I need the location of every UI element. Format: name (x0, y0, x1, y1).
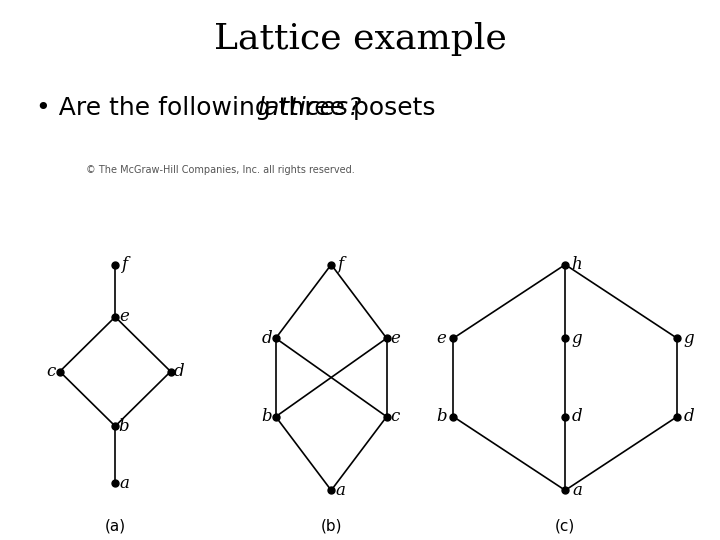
Text: e: e (436, 330, 446, 347)
Text: (c): (c) (555, 518, 575, 534)
Text: b: b (436, 408, 447, 425)
Text: d: d (174, 363, 184, 380)
Text: a: a (572, 482, 582, 499)
Text: © The McGraw-Hill Companies, Inc. all rights reserved.: © The McGraw-Hill Companies, Inc. all ri… (86, 165, 355, 175)
Text: e: e (390, 330, 400, 347)
Text: (a): (a) (104, 518, 126, 534)
Text: b: b (262, 408, 272, 425)
Text: g: g (683, 330, 694, 347)
Text: lattices?: lattices? (257, 96, 361, 120)
Text: c: c (391, 408, 400, 425)
Text: c: c (46, 363, 55, 380)
Text: f: f (121, 256, 127, 273)
Text: e: e (119, 308, 129, 326)
Text: d: d (262, 330, 272, 347)
Text: h: h (572, 256, 582, 273)
Text: g: g (572, 330, 582, 347)
Text: • Are the following three posets: • Are the following three posets (36, 96, 444, 120)
Text: (b): (b) (320, 518, 342, 534)
Text: f: f (337, 256, 343, 273)
Text: a: a (335, 482, 345, 499)
Text: a: a (119, 475, 129, 492)
Text: Lattice example: Lattice example (214, 22, 506, 56)
Text: b: b (119, 417, 129, 435)
Text: d: d (683, 408, 694, 425)
Text: d: d (572, 408, 582, 425)
